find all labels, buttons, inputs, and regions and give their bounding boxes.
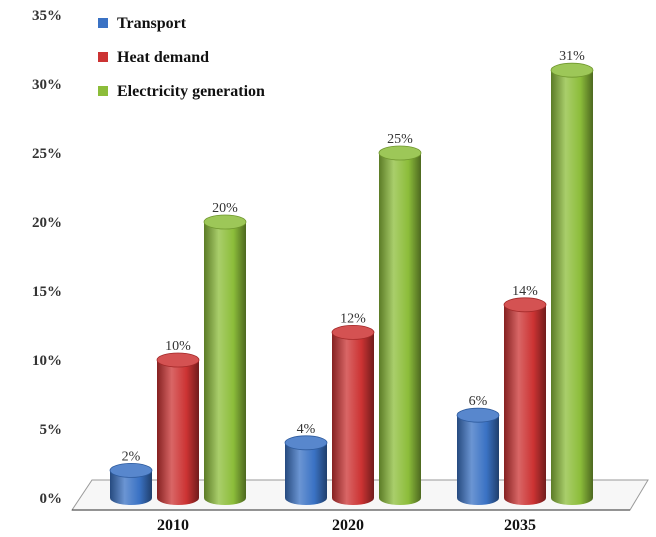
y-tick-label: 30% — [32, 77, 62, 93]
bar-electricity-generation-2020 — [378, 145, 422, 505]
data-label: 10% — [165, 339, 191, 354]
legend-label: Heat demand — [117, 49, 209, 66]
data-label: 6% — [469, 394, 488, 409]
legend-swatch — [98, 86, 108, 96]
bar-body — [551, 70, 593, 505]
y-tick-label: 35% — [32, 8, 62, 24]
y-tick-label: 20% — [32, 215, 62, 231]
y-tick-label: 15% — [32, 284, 62, 300]
bar-top — [456, 407, 500, 423]
bar-body — [110, 470, 152, 505]
bar-body — [457, 415, 499, 505]
data-label: 12% — [340, 311, 366, 326]
legend-label: Electricity generation — [117, 83, 265, 100]
data-label: 25% — [387, 132, 413, 147]
bar-top — [109, 462, 153, 478]
x-category-label: 2020 — [332, 517, 364, 534]
bar-heat-demand-2035 — [503, 297, 547, 505]
bar-body — [504, 304, 546, 505]
y-tick-label: 25% — [32, 146, 62, 162]
bar-top — [284, 435, 328, 451]
data-label: 4% — [297, 422, 316, 437]
y-tick-label: 5% — [40, 422, 63, 438]
bar-body — [285, 442, 327, 505]
bar-top — [156, 352, 200, 368]
legend-label: Transport — [117, 15, 187, 32]
bar-body — [204, 222, 246, 505]
data-label: 31% — [559, 49, 585, 64]
bar-electricity-generation-2035 — [550, 62, 594, 505]
bar-top — [203, 214, 247, 230]
data-label: 14% — [512, 284, 538, 299]
bar-top — [378, 145, 422, 161]
bar-top — [331, 324, 375, 340]
y-tick-label: 0% — [40, 491, 63, 507]
bar-heat-demand-2010 — [156, 352, 200, 505]
y-tick-label: 10% — [32, 353, 62, 369]
bar-transport-2010 — [109, 462, 153, 505]
x-category-label: 2035 — [504, 517, 536, 534]
data-label: 2% — [122, 449, 141, 464]
bar-body — [379, 153, 421, 505]
bar-transport-2020 — [284, 435, 328, 505]
bar-top — [503, 297, 547, 313]
x-category-label: 2010 — [157, 517, 189, 534]
bar-body — [332, 332, 374, 505]
legend-swatch — [98, 18, 108, 28]
bar-top — [550, 62, 594, 78]
data-label: 20% — [212, 201, 238, 216]
bar-electricity-generation-2010 — [203, 214, 247, 505]
legend-swatch — [98, 52, 108, 62]
bar-body — [157, 360, 199, 505]
bar-transport-2035 — [456, 407, 500, 505]
bar-heat-demand-2020 — [331, 324, 375, 505]
